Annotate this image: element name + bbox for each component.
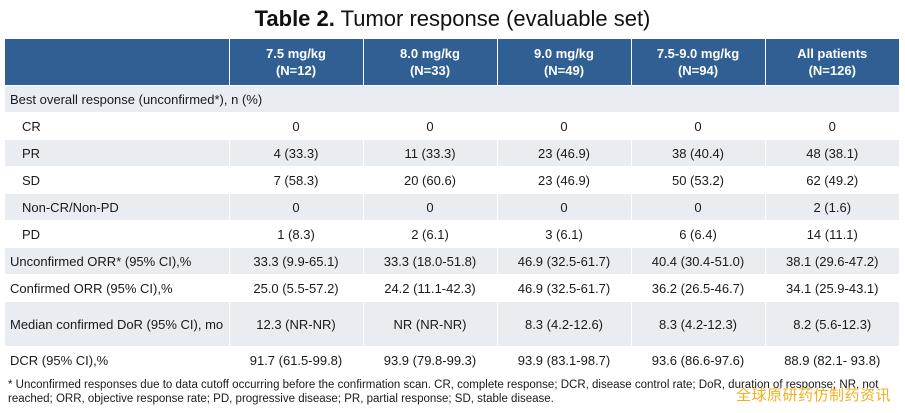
table-cell: 0	[228, 193, 363, 221]
table-cell: 0	[362, 112, 497, 140]
row-label: Unconfirmed ORR* (95% CI),%	[5, 247, 229, 275]
table-cell: 36.2 (26.5-46.7)	[630, 274, 765, 302]
table-cell: 48 (38.1)	[764, 139, 899, 167]
table-cell: 25.0 (5.5-57.2)	[228, 274, 363, 302]
row-label: DCR (95% CI),%	[5, 346, 229, 373]
header-cell-8-0mgkg: 8.0 mg/kg (N=33)	[362, 39, 497, 86]
row-label: Non-CR/Non-PD	[5, 193, 229, 221]
table-cell: 33.3 (9.9-65.1)	[228, 247, 363, 275]
table-cell: 50 (53.2)	[630, 166, 765, 194]
table-cell: 6 (6.4)	[630, 220, 765, 248]
table-cell: 3 (6.1)	[496, 220, 631, 248]
table-number: Table 2.	[254, 6, 335, 31]
table-cell: 23 (46.9)	[496, 166, 631, 194]
table-row-non-cr-non-pd: Non-CR/Non-PD 0 0 0 0 2 (1.6)	[5, 193, 899, 221]
header-n: (N=49)	[543, 63, 585, 78]
table-cell: 34.1 (25.9-43.1)	[764, 274, 899, 302]
table-caption: Tumor response (evaluable set)	[334, 6, 651, 31]
table-row-cr: CR 0 0 0 0 0	[5, 112, 899, 140]
table-cell: 0	[496, 112, 631, 140]
header-cell-7-5-9-0mgkg: 7.5-9.0 mg/kg (N=94)	[630, 39, 765, 86]
header-n: (N=94)	[677, 63, 719, 78]
table-cell: 14 (11.1)	[764, 220, 899, 248]
table-footnote: * Unconfirmed responses due to data cuto…	[8, 379, 879, 405]
table-cell: 7 (58.3)	[228, 166, 363, 194]
header-n: (N=12)	[275, 63, 317, 78]
table-cell: 0	[630, 112, 765, 140]
header-cell-7-5mgkg: 7.5 mg/kg (N=12)	[228, 39, 363, 86]
header-dose: All patients	[797, 46, 868, 61]
tumor-response-table: 7.5 mg/kg (N=12) 8.0 mg/kg (N=33) 9.0 mg/k…	[5, 39, 899, 373]
header-row: 7.5 mg/kg (N=12) 8.0 mg/kg (N=33) 9.0 mg/k…	[5, 39, 899, 86]
table-cell: 11 (33.3)	[362, 139, 497, 167]
table-row-median-dor: Median confirmed DoR (95% CI), mo 12.3 (…	[5, 301, 899, 347]
table-cell: 0	[228, 112, 363, 140]
table-cell: 0	[362, 193, 497, 221]
table-row-pr: PR 4 (33.3) 11 (33.3) 23 (46.9) 38 (40.4…	[5, 139, 899, 167]
table-row-sd: SD 7 (58.3) 20 (60.6) 23 (46.9) 50 (53.2…	[5, 166, 899, 194]
table-row-unconfirmed-orr: Unconfirmed ORR* (95% CI),% 33.3 (9.9-65…	[5, 247, 899, 275]
header-dose: 8.0 mg/kg	[400, 46, 460, 61]
table-cell: 23 (46.9)	[496, 139, 631, 167]
table-cell: 88.9 (82.1- 93.8)	[764, 346, 899, 373]
header-dose: 7.5-9.0 mg/kg	[656, 46, 740, 61]
table-cell: 20 (60.6)	[362, 166, 497, 194]
row-label: Median confirmed DoR (95% CI), mo	[5, 301, 229, 347]
header-cell-blank	[5, 39, 229, 86]
table-cell: 2 (6.1)	[362, 220, 497, 248]
table-cell: 62 (49.2)	[764, 166, 899, 194]
header-n: (N=126)	[808, 63, 856, 78]
table-cell: 46.9 (32.5-61.7)	[496, 274, 631, 302]
table-cell: 0	[630, 193, 765, 221]
header-cell-all-patients: All patients (N=126)	[764, 39, 899, 86]
table-cell: 0	[764, 112, 899, 140]
section-row-best-overall-response: Best overall response (unconfirmed*), n …	[5, 85, 899, 113]
table-row-confirmed-orr: Confirmed ORR (95% CI),% 25.0 (5.5-57.2)…	[5, 274, 899, 302]
row-label: SD	[5, 166, 229, 194]
table-cell: NR (NR-NR)	[362, 301, 497, 347]
table-cell: 33.3 (18.0-51.8)	[362, 247, 497, 275]
section-label: Best overall response (unconfirmed*), n …	[5, 85, 899, 113]
table-cell: 38.1 (29.6-47.2)	[764, 247, 899, 275]
row-label: CR	[5, 112, 229, 140]
table-cell: 2 (1.6)	[764, 193, 899, 221]
table-row-dcr: DCR (95% CI),% 91.7 (61.5-99.8) 93.9 (79…	[5, 346, 899, 373]
table-cell: 46.9 (32.5-61.7)	[496, 247, 631, 275]
row-label: PD	[5, 220, 229, 248]
table-cell: 1 (8.3)	[228, 220, 363, 248]
watermark: 全球原研药仿制药资讯	[735, 386, 891, 404]
table-cell: 8.3 (4.2-12.3)	[630, 301, 765, 347]
table-cell: 38 (40.4)	[630, 139, 765, 167]
header-dose: 7.5 mg/kg	[266, 46, 326, 61]
table-title: Table 2. Tumor response (evaluable set)	[0, 5, 905, 33]
row-label: Confirmed ORR (95% CI),%	[5, 274, 229, 302]
table-row-pd: PD 1 (8.3) 2 (6.1) 3 (6.1) 6 (6.4) 14 (1…	[5, 220, 899, 248]
header-cell-9-0mgkg: 9.0 mg/kg (N=49)	[496, 39, 631, 86]
table-cell: 93.6 (86.6-97.6)	[630, 346, 765, 373]
row-label: PR	[5, 139, 229, 167]
table-cell: 93.9 (83.1-98.7)	[496, 346, 631, 373]
table-cell: 93.9 (79.8-99.3)	[362, 346, 497, 373]
header-dose: 9.0 mg/kg	[534, 46, 594, 61]
table-cell: 8.3 (4.2-12.6)	[496, 301, 631, 347]
table-cell: 0	[496, 193, 631, 221]
table-cell: 4 (33.3)	[228, 139, 363, 167]
table-cell: 8.2 (5.6-12.3)	[764, 301, 899, 347]
table-cell: 40.4 (30.4-51.0)	[630, 247, 765, 275]
table-cell: 24.2 (11.1-42.3)	[362, 274, 497, 302]
table-cell: 91.7 (61.5-99.8)	[228, 346, 363, 373]
header-n: (N=33)	[409, 63, 451, 78]
table-cell: 12.3 (NR-NR)	[228, 301, 363, 347]
